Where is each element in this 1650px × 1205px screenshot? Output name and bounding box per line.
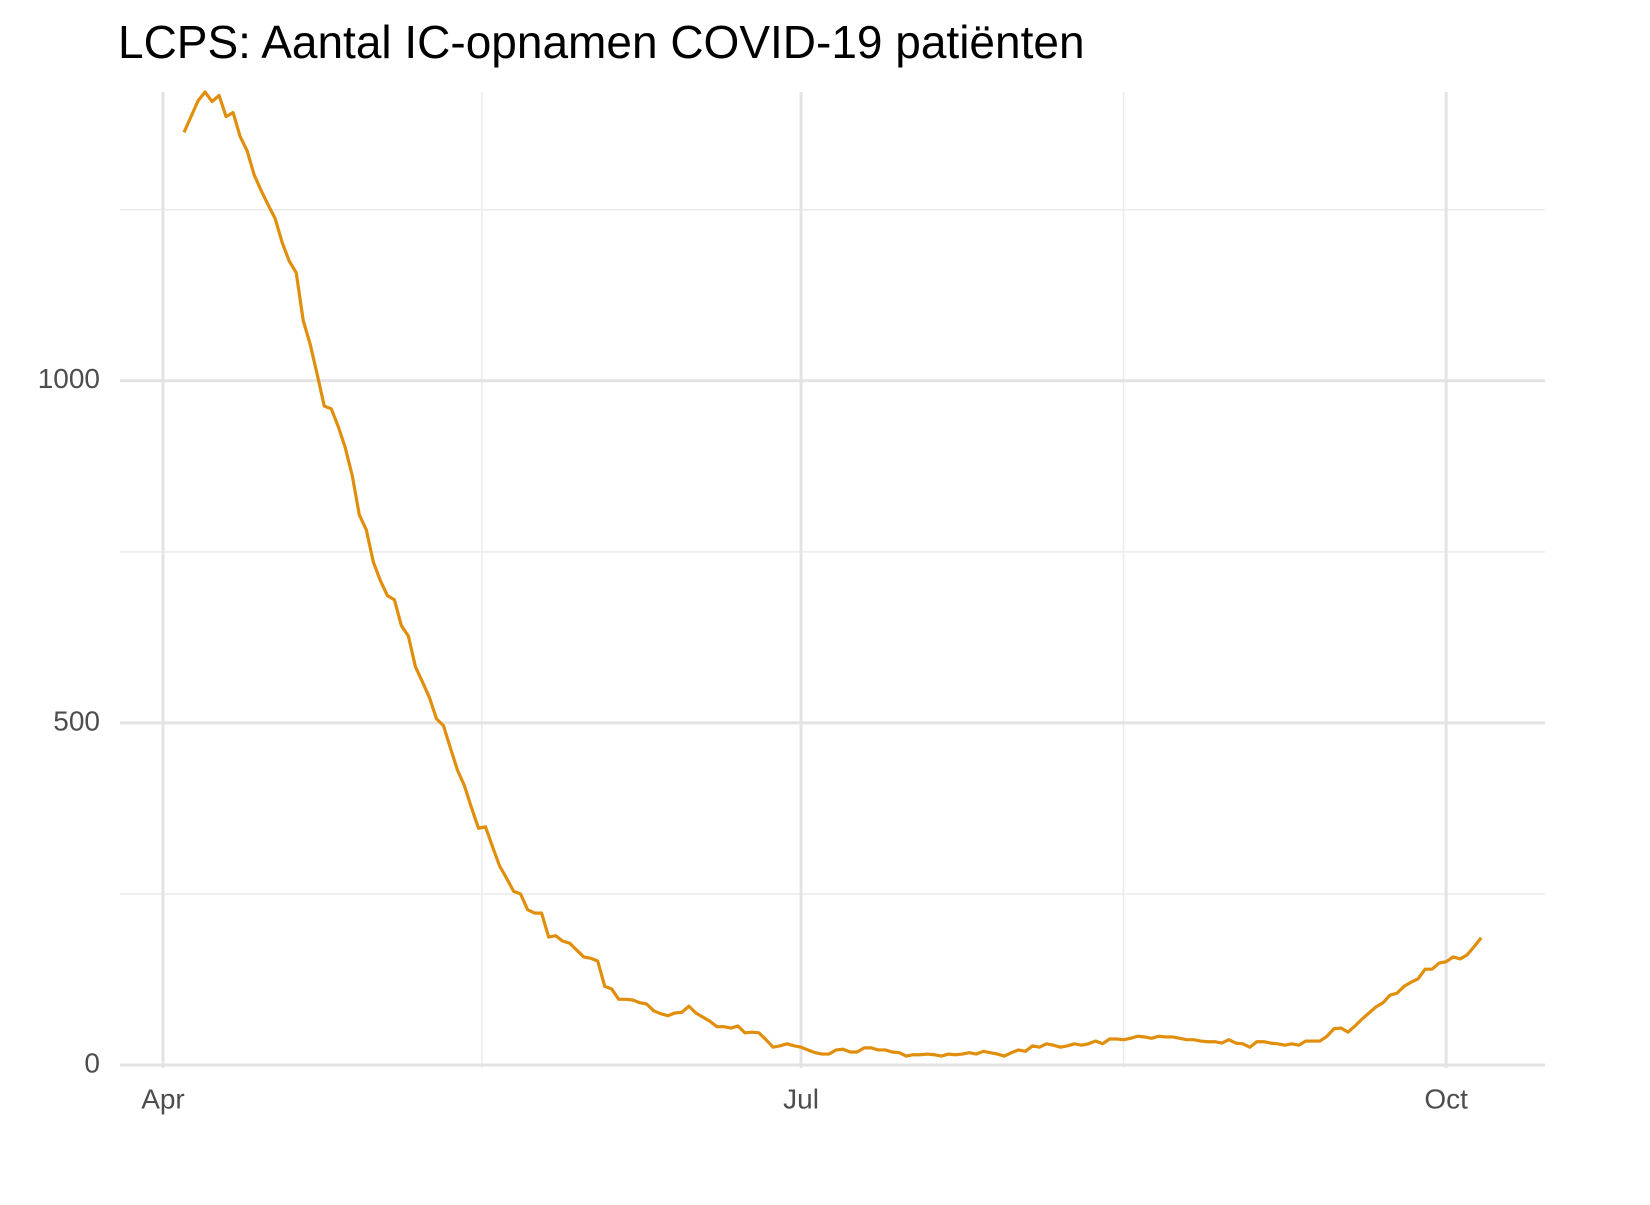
x-tick-label: Oct — [1424, 1083, 1468, 1114]
y-tick-label: 500 — [53, 705, 100, 736]
y-tick-label: 0 — [84, 1047, 100, 1078]
y-tick-label: 1000 — [38, 363, 100, 394]
x-tick-label: Jul — [783, 1083, 819, 1114]
data-line — [182, 90, 1483, 1058]
x-tick-label: Apr — [141, 1083, 185, 1114]
chart-title: LCPS: Aantal IC-opnamen COVID-19 patiënt… — [118, 16, 1085, 68]
